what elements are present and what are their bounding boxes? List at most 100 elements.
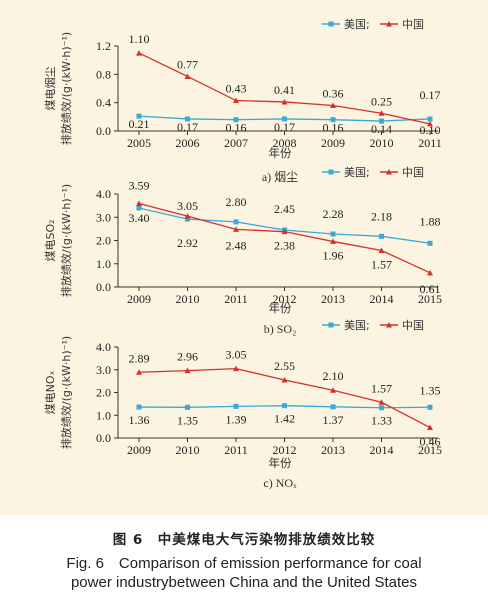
data-label-usa: 1.39 bbox=[226, 412, 247, 426]
data-point-china bbox=[184, 367, 191, 374]
data-label-china: 0.77 bbox=[177, 57, 198, 71]
data-label-china: 0.46 bbox=[420, 435, 441, 449]
data-point-china bbox=[233, 97, 239, 104]
x-tick-label: 2010 bbox=[176, 443, 200, 457]
data-point-china bbox=[427, 424, 433, 431]
data-point-china bbox=[378, 399, 385, 405]
data-point-usa bbox=[427, 116, 433, 122]
data-point-china bbox=[427, 120, 433, 127]
data-point-usa bbox=[379, 118, 384, 124]
data-point-usa bbox=[185, 404, 190, 410]
x-tick-label: 2013 bbox=[321, 292, 345, 306]
data-point-china bbox=[378, 110, 385, 116]
y-tick-label: 2.0 bbox=[96, 386, 111, 400]
y-axis-label-line2: 排放绩效/(g·(kW·h)⁻¹) bbox=[59, 336, 73, 449]
legend-china-label: 中国 bbox=[402, 319, 424, 332]
data-label-usa: 1.42 bbox=[274, 412, 295, 426]
data-label-china: 1.96 bbox=[323, 248, 344, 262]
data-label-china: 0.43 bbox=[226, 82, 247, 96]
data-point-usa bbox=[136, 113, 142, 119]
y-tick-label: 0.8 bbox=[96, 67, 111, 81]
series-usa: 0.21 0.17 0.16 0.17 0.16 0.14 0.17 bbox=[129, 88, 441, 136]
legend-usa-marker bbox=[328, 169, 334, 175]
legend-usa-label: 美国; bbox=[344, 319, 370, 332]
data-label-china: 1.10 bbox=[129, 32, 150, 46]
legend: 美国; 中国 bbox=[322, 166, 424, 179]
y-tick-label: 0.4 bbox=[96, 96, 111, 110]
figure-panel: 0.0 0.4 0.8 1.2 2005 2006 2007 2008 2009 2010 2011… bbox=[0, 0, 488, 515]
legend: 美国; 中国 bbox=[322, 319, 424, 332]
y-axis-label-line2: 排放绩效/(g·(kW·h)⁻¹) bbox=[59, 32, 73, 145]
x-tick-label: 2015 bbox=[418, 443, 442, 457]
y-tick-label: 0.0 bbox=[96, 280, 111, 294]
legend-usa-label: 美国; bbox=[344, 166, 370, 179]
series-usa: 1.36 1.35 1.39 1.42 1.37 1.33 1.35 bbox=[129, 383, 441, 427]
charts-canvas: 0.0 0.4 0.8 1.2 2005 2006 2007 2008 2009 2010 2011… bbox=[43, 18, 442, 490]
data-label-usa: 1.35 bbox=[420, 383, 441, 397]
data-point-china bbox=[281, 98, 288, 105]
y-tick-label: 3.0 bbox=[96, 210, 111, 224]
x-tick-label: 2011 bbox=[224, 292, 248, 306]
data-label-usa: 2.45 bbox=[274, 202, 295, 216]
data-label-china: 2.48 bbox=[226, 238, 247, 252]
data-point-usa bbox=[185, 116, 190, 122]
y-axis-label-line2: 排放绩效/(g·(kW·h)⁻¹) bbox=[59, 184, 73, 297]
series-china: 1.10 0.77 0.43 0.41 0.36 0.25 0.10 bbox=[129, 32, 441, 137]
x-tick-label: 2015 bbox=[418, 292, 442, 306]
y-tick-label: 3.0 bbox=[96, 363, 111, 377]
data-point-china bbox=[378, 247, 385, 253]
data-point-usa bbox=[233, 219, 239, 225]
y-axis-label-line1: 煤电烟尘 bbox=[43, 67, 57, 111]
data-label-china: 0.41 bbox=[274, 83, 295, 97]
data-label-usa: 1.35 bbox=[177, 413, 198, 427]
data-label-china: 0.61 bbox=[420, 282, 441, 296]
data-point-usa bbox=[330, 231, 336, 237]
data-label-usa: 1.37 bbox=[323, 413, 344, 427]
data-label-usa: 3.40 bbox=[129, 211, 150, 225]
x-axis-label: 年份 bbox=[269, 456, 292, 470]
x-tick-label: 2011 bbox=[418, 136, 442, 150]
data-label-china: 2.96 bbox=[177, 350, 198, 364]
data-label-usa: 2.28 bbox=[323, 207, 344, 221]
y-axis-label: 煤电烟尘 排放绩效/(g·(kW·h)⁻¹) bbox=[43, 32, 73, 145]
y-tick-label: 0.0 bbox=[96, 124, 111, 138]
data-label-usa: 2.80 bbox=[226, 195, 247, 209]
data-label-usa: 1.33 bbox=[371, 414, 392, 428]
x-tick-label: 2008 bbox=[273, 136, 297, 150]
data-point-usa bbox=[233, 117, 239, 123]
legend-china-marker bbox=[386, 21, 392, 27]
data-label-china: 3.59 bbox=[129, 179, 150, 193]
x-tick-label: 2009 bbox=[127, 443, 151, 457]
data-point-usa bbox=[379, 405, 384, 411]
y-tick-label: 4.0 bbox=[96, 187, 111, 201]
data-point-usa bbox=[233, 403, 239, 409]
legend-usa-marker bbox=[328, 21, 334, 27]
data-point-china bbox=[184, 213, 191, 219]
data-label-china: 0.25 bbox=[371, 94, 392, 108]
data-label-usa: 0.17 bbox=[274, 120, 295, 134]
data-label-china: 2.38 bbox=[274, 239, 295, 253]
data-point-china bbox=[427, 269, 433, 276]
x-tick-label: 2011 bbox=[224, 443, 248, 457]
series-china: 3.59 3.05 2.48 2.38 1.96 1.57 0.61 bbox=[129, 179, 441, 296]
data-point-usa bbox=[427, 404, 433, 410]
data-point-china bbox=[281, 376, 288, 383]
chart-subtitle: a) 烟尘 bbox=[262, 170, 298, 184]
x-tick-label: 2014 bbox=[370, 292, 394, 306]
data-point-usa bbox=[330, 117, 336, 123]
data-label-usa: 0.14 bbox=[371, 122, 392, 136]
data-label-usa: 1.88 bbox=[420, 214, 441, 228]
data-label-china: 2.55 bbox=[274, 359, 295, 373]
data-label-china: 0.10 bbox=[420, 123, 441, 137]
data-point-usa bbox=[379, 233, 384, 239]
y-tick-label: 0.0 bbox=[96, 431, 111, 445]
legend-usa-label: 美国; bbox=[344, 18, 370, 31]
data-label-china: 1.57 bbox=[371, 381, 392, 395]
data-point-china bbox=[136, 200, 142, 207]
data-label-china: 3.05 bbox=[226, 348, 247, 362]
data-point-china bbox=[136, 50, 142, 56]
data-point-china bbox=[136, 369, 142, 375]
data-point-china bbox=[281, 228, 288, 235]
caption-english-line1: Fig. 6 Comparison of emission performanc… bbox=[66, 555, 422, 572]
